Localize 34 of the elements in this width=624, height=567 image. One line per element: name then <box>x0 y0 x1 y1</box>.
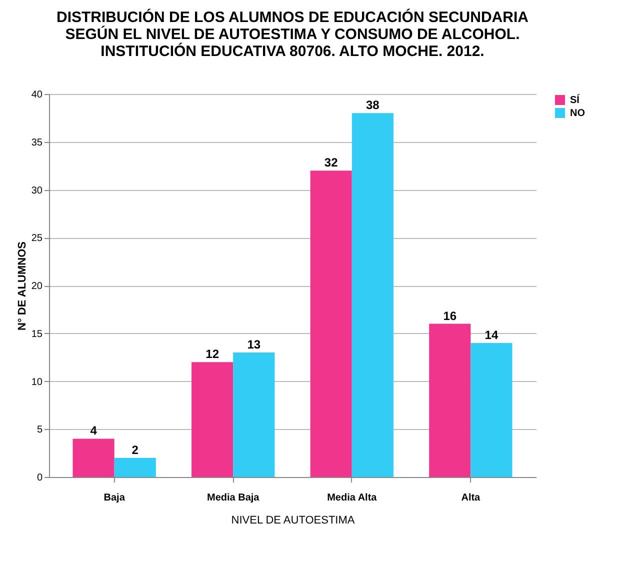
x-axis-title: NIVEL DE AUTOESTIMA <box>231 514 356 526</box>
legend-label: NO <box>570 108 586 119</box>
data-label: 2 <box>132 442 139 457</box>
chart-title: DISTRIBUCIÓN DE LOS ALUMNOS DE EDUCACIÓN SECUNDARIA SEGÚN EL NIVEL DE AUTOESTIMA Y CONSUMO DE ALCOHOL. INSTITUCIÓN EDUCATIVA 80706. ALTO MOCHE. 2012. <box>56 8 529 60</box>
y-tick-label: 0 <box>36 472 43 484</box>
x-tick-label: Media Baja <box>206 492 260 504</box>
data-label: 32 <box>324 156 338 170</box>
y-tick-label: 30 <box>31 185 43 196</box>
data-label: 12 <box>206 347 220 362</box>
y-tick-label: 35 <box>31 137 43 148</box>
bar <box>114 458 156 477</box>
bar <box>429 324 471 477</box>
x-tick-label: Baja <box>104 492 126 504</box>
bar <box>72 438 114 477</box>
y-tick-label: 40 <box>31 90 43 100</box>
y-axis-title: N° DE ALUMNOS <box>16 242 28 330</box>
bar <box>310 170 352 477</box>
y-tick-label: 5 <box>36 424 43 436</box>
data-label: 13 <box>247 338 261 352</box>
bar <box>352 113 394 477</box>
data-label: 16 <box>443 308 457 323</box>
y-tick-label: 10 <box>31 376 43 388</box>
bar <box>470 342 512 477</box>
legend-label: SÍ <box>570 94 580 106</box>
data-label: 14 <box>484 328 498 342</box>
data-label: 38 <box>366 98 380 112</box>
y-tick-label: 25 <box>31 233 43 244</box>
data-label: 4 <box>90 424 98 438</box>
bar <box>233 352 275 477</box>
x-tick-label: Alta <box>461 492 481 504</box>
x-tick-label: Media Alta <box>327 492 378 504</box>
y-tick-label: 20 <box>31 281 43 292</box>
bar <box>192 362 234 477</box>
y-tick-label: 15 <box>31 328 43 340</box>
